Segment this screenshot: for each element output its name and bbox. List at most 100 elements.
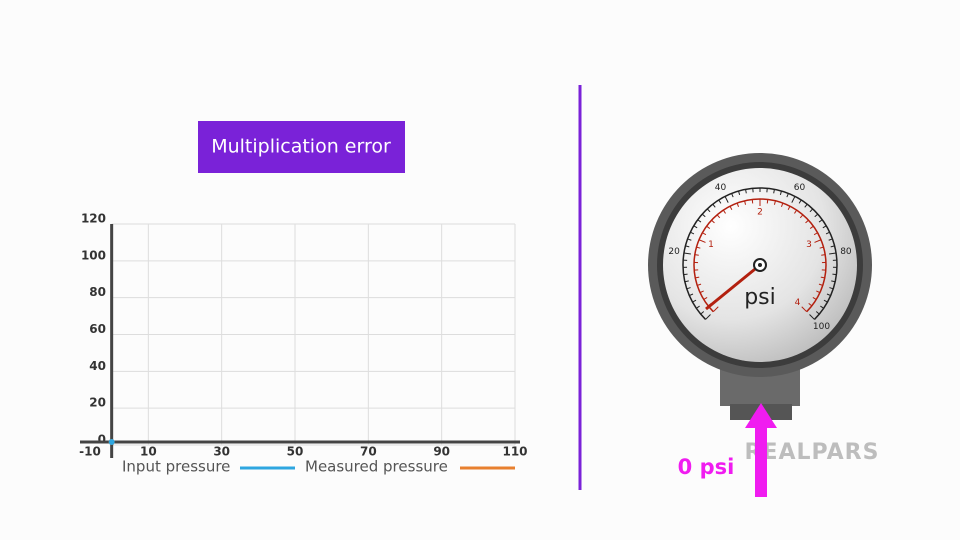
x-tick-label: 70 [360,445,377,459]
dial-tick [696,246,701,249]
dial-tick [828,238,833,241]
dial-tick [801,306,808,313]
x-tick-label: 110 [502,445,527,459]
dial-tick [814,239,822,243]
dial-tick [825,231,830,235]
dial-tick [689,293,694,297]
needle [705,263,761,311]
y-tick-label: 40 [89,359,106,373]
dial-tick [808,302,813,307]
dial-tick [799,214,804,219]
dial-label: 80 [840,247,852,257]
y-tick-label: 0 [98,433,106,447]
dial-tick [786,193,789,198]
dial-label: 4 [795,298,801,308]
dial-tick [820,276,825,279]
dial-tick [814,213,819,218]
dial-tick [809,208,814,213]
dial-label: 1 [708,240,714,250]
dial-tick [706,225,711,229]
dial-label: 100 [813,322,830,332]
dial-tick [700,311,705,315]
dial-tick [722,209,726,214]
dial-tick [712,203,716,208]
arrow-head [745,403,777,428]
dial-tick [787,205,791,210]
dial-tick [816,290,821,294]
dial-tick [794,209,798,214]
dial-tick [718,199,722,204]
x-tick-label: -10 [79,445,101,459]
dial-tick [812,296,817,300]
dial-tick [697,219,702,223]
dial-tick [745,189,747,194]
chart: 0 20 40 60 80 100 120 -10 10 30 50 70 90 110 Input pre… [79,212,527,476]
dial-tick [779,190,782,196]
y-tick-label: 100 [81,248,106,262]
dial-tick [831,280,836,283]
y-tick-label: 80 [89,285,106,299]
dial-tick [780,202,784,208]
dial-tick [683,273,688,276]
dial-tick [821,254,826,256]
dial-tick [830,245,835,248]
x-tick-label: 30 [213,445,230,459]
dial-tick [820,305,824,309]
dial-tick [703,296,708,300]
dial-tick [773,200,776,205]
dial-tick [685,245,690,248]
dial-tick [829,252,837,255]
dial-tick [694,254,699,256]
y-tick-label: 20 [89,396,106,410]
dial-tick [826,293,831,297]
dial-tick [701,213,706,218]
dial-tick [716,214,721,219]
dial-label: 40 [715,183,727,193]
reading: 0 psi [678,455,735,479]
dial-tick [724,196,729,203]
chart-title: Multiplication error [211,136,391,158]
inner-scale [693,198,827,313]
dial-tick [791,196,796,203]
dial-tick [696,305,700,309]
dial-tick [773,189,775,194]
dial-tick [818,283,823,286]
dial-tick [693,225,698,229]
dial-tick [698,239,706,243]
dial-tick [823,299,828,303]
dial-tick [699,290,704,294]
data-point [108,439,115,445]
dial-tick [684,280,689,283]
dial-tick [829,287,834,290]
dial-label: 2 [757,208,763,218]
gauge: 20 40 60 80 100 1 2 3 4 psi [648,153,872,420]
needle-pin [758,263,762,267]
x-tick-label: 10 [140,445,157,459]
dial-label: 60 [794,183,806,193]
dial-tick [686,287,691,290]
dial-tick [683,252,691,255]
arrow-shaft [755,425,767,497]
dial-tick [731,193,734,198]
dial-tick [690,231,695,235]
x-tick-label: 90 [433,445,450,459]
outer-scale [682,187,838,320]
dial-tick [711,219,715,224]
dial-tick [697,283,702,286]
dial-tick [744,200,747,205]
dial-label: 20 [668,247,680,257]
dial-tick [687,238,692,241]
dial-tick [813,232,818,236]
dial-label: 3 [806,240,812,250]
dial-tick [705,314,711,320]
title-box [198,121,405,173]
dial-tick [815,311,820,315]
dial-tick [819,246,824,249]
dial-tick [695,276,700,279]
legend-label: Measured pressure [305,458,448,476]
dial: 20 40 60 80 100 1 2 3 4 [668,183,852,332]
x-tick-label: 50 [287,445,304,459]
dial-tick [809,225,814,229]
